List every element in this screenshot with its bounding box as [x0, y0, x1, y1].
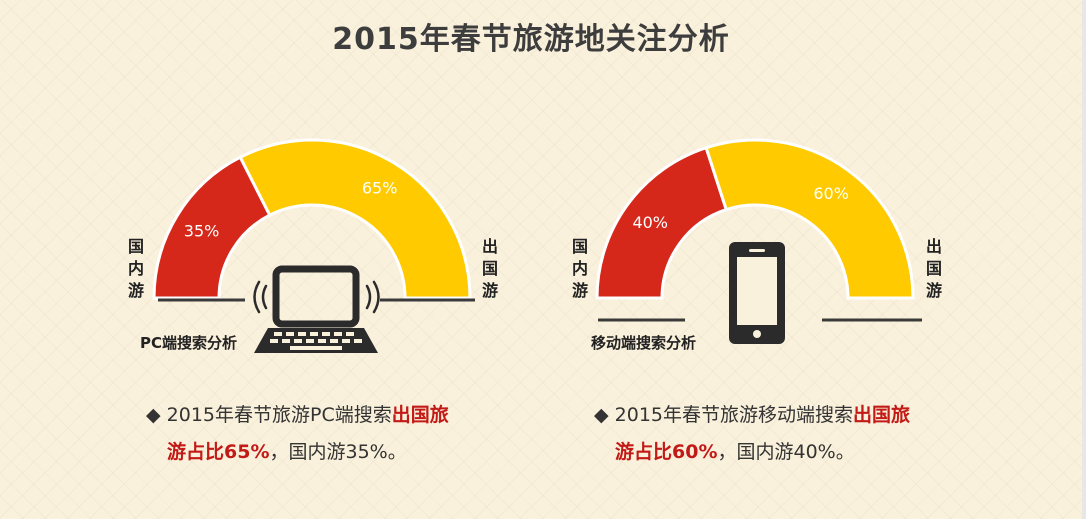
pc-summary-text-2: ，国内游35%。 [269, 441, 407, 463]
mobile-outbound-label: 出国游 [925, 237, 942, 300]
page-title: 2015年春节旅游地关注分析 [332, 22, 730, 57]
smartphone-icon [729, 242, 785, 344]
mobile-domestic-label: 国内游 [571, 237, 588, 300]
pc-summary: ◆ 2015年春节旅游PC端搜索出国旅 游占比65%，国内游35%。 [146, 397, 449, 471]
pc-summary-highlight-2: 游占比65% [167, 441, 270, 463]
mobile-value-label-domestic: 40% [632, 213, 668, 232]
pc-summary-highlight-1: 出国旅 [391, 404, 449, 426]
mobile-chart-caption: 移动端搜索分析 [591, 334, 697, 352]
bullet-marker: ◆ [146, 404, 161, 426]
pc-domestic-label: 国内游 [127, 237, 144, 300]
pc-summary-text: 2015年春节旅游PC端搜索 [166, 404, 392, 426]
mobile-summary-highlight-1: 出国旅 [853, 404, 911, 426]
bullet-marker: ◆ [594, 404, 609, 426]
mobile-summary: ◆ 2015年春节旅游移动端搜索出国旅 游占比60%，国内游40%。 [594, 397, 910, 471]
mobile-summary-highlight-2: 游占比60% [615, 441, 718, 463]
mobile-summary-text-2: ，国内游40%。 [717, 441, 855, 463]
mobile-value-label-outbound: 60% [813, 184, 849, 203]
right-edge-bar [1082, 0, 1086, 519]
laptop-icon [253, 265, 380, 353]
pc-value-label-domestic: 35% [184, 221, 220, 240]
mobile-summary-text: 2015年春节旅游移动端搜索 [614, 404, 854, 426]
mobile-slice-domestic [595, 145, 729, 300]
pc-outbound-label: 出国游 [481, 237, 498, 300]
pc-chart-caption: PC端搜索分析 [140, 334, 238, 352]
pc-value-label-outbound: 65% [362, 179, 398, 198]
